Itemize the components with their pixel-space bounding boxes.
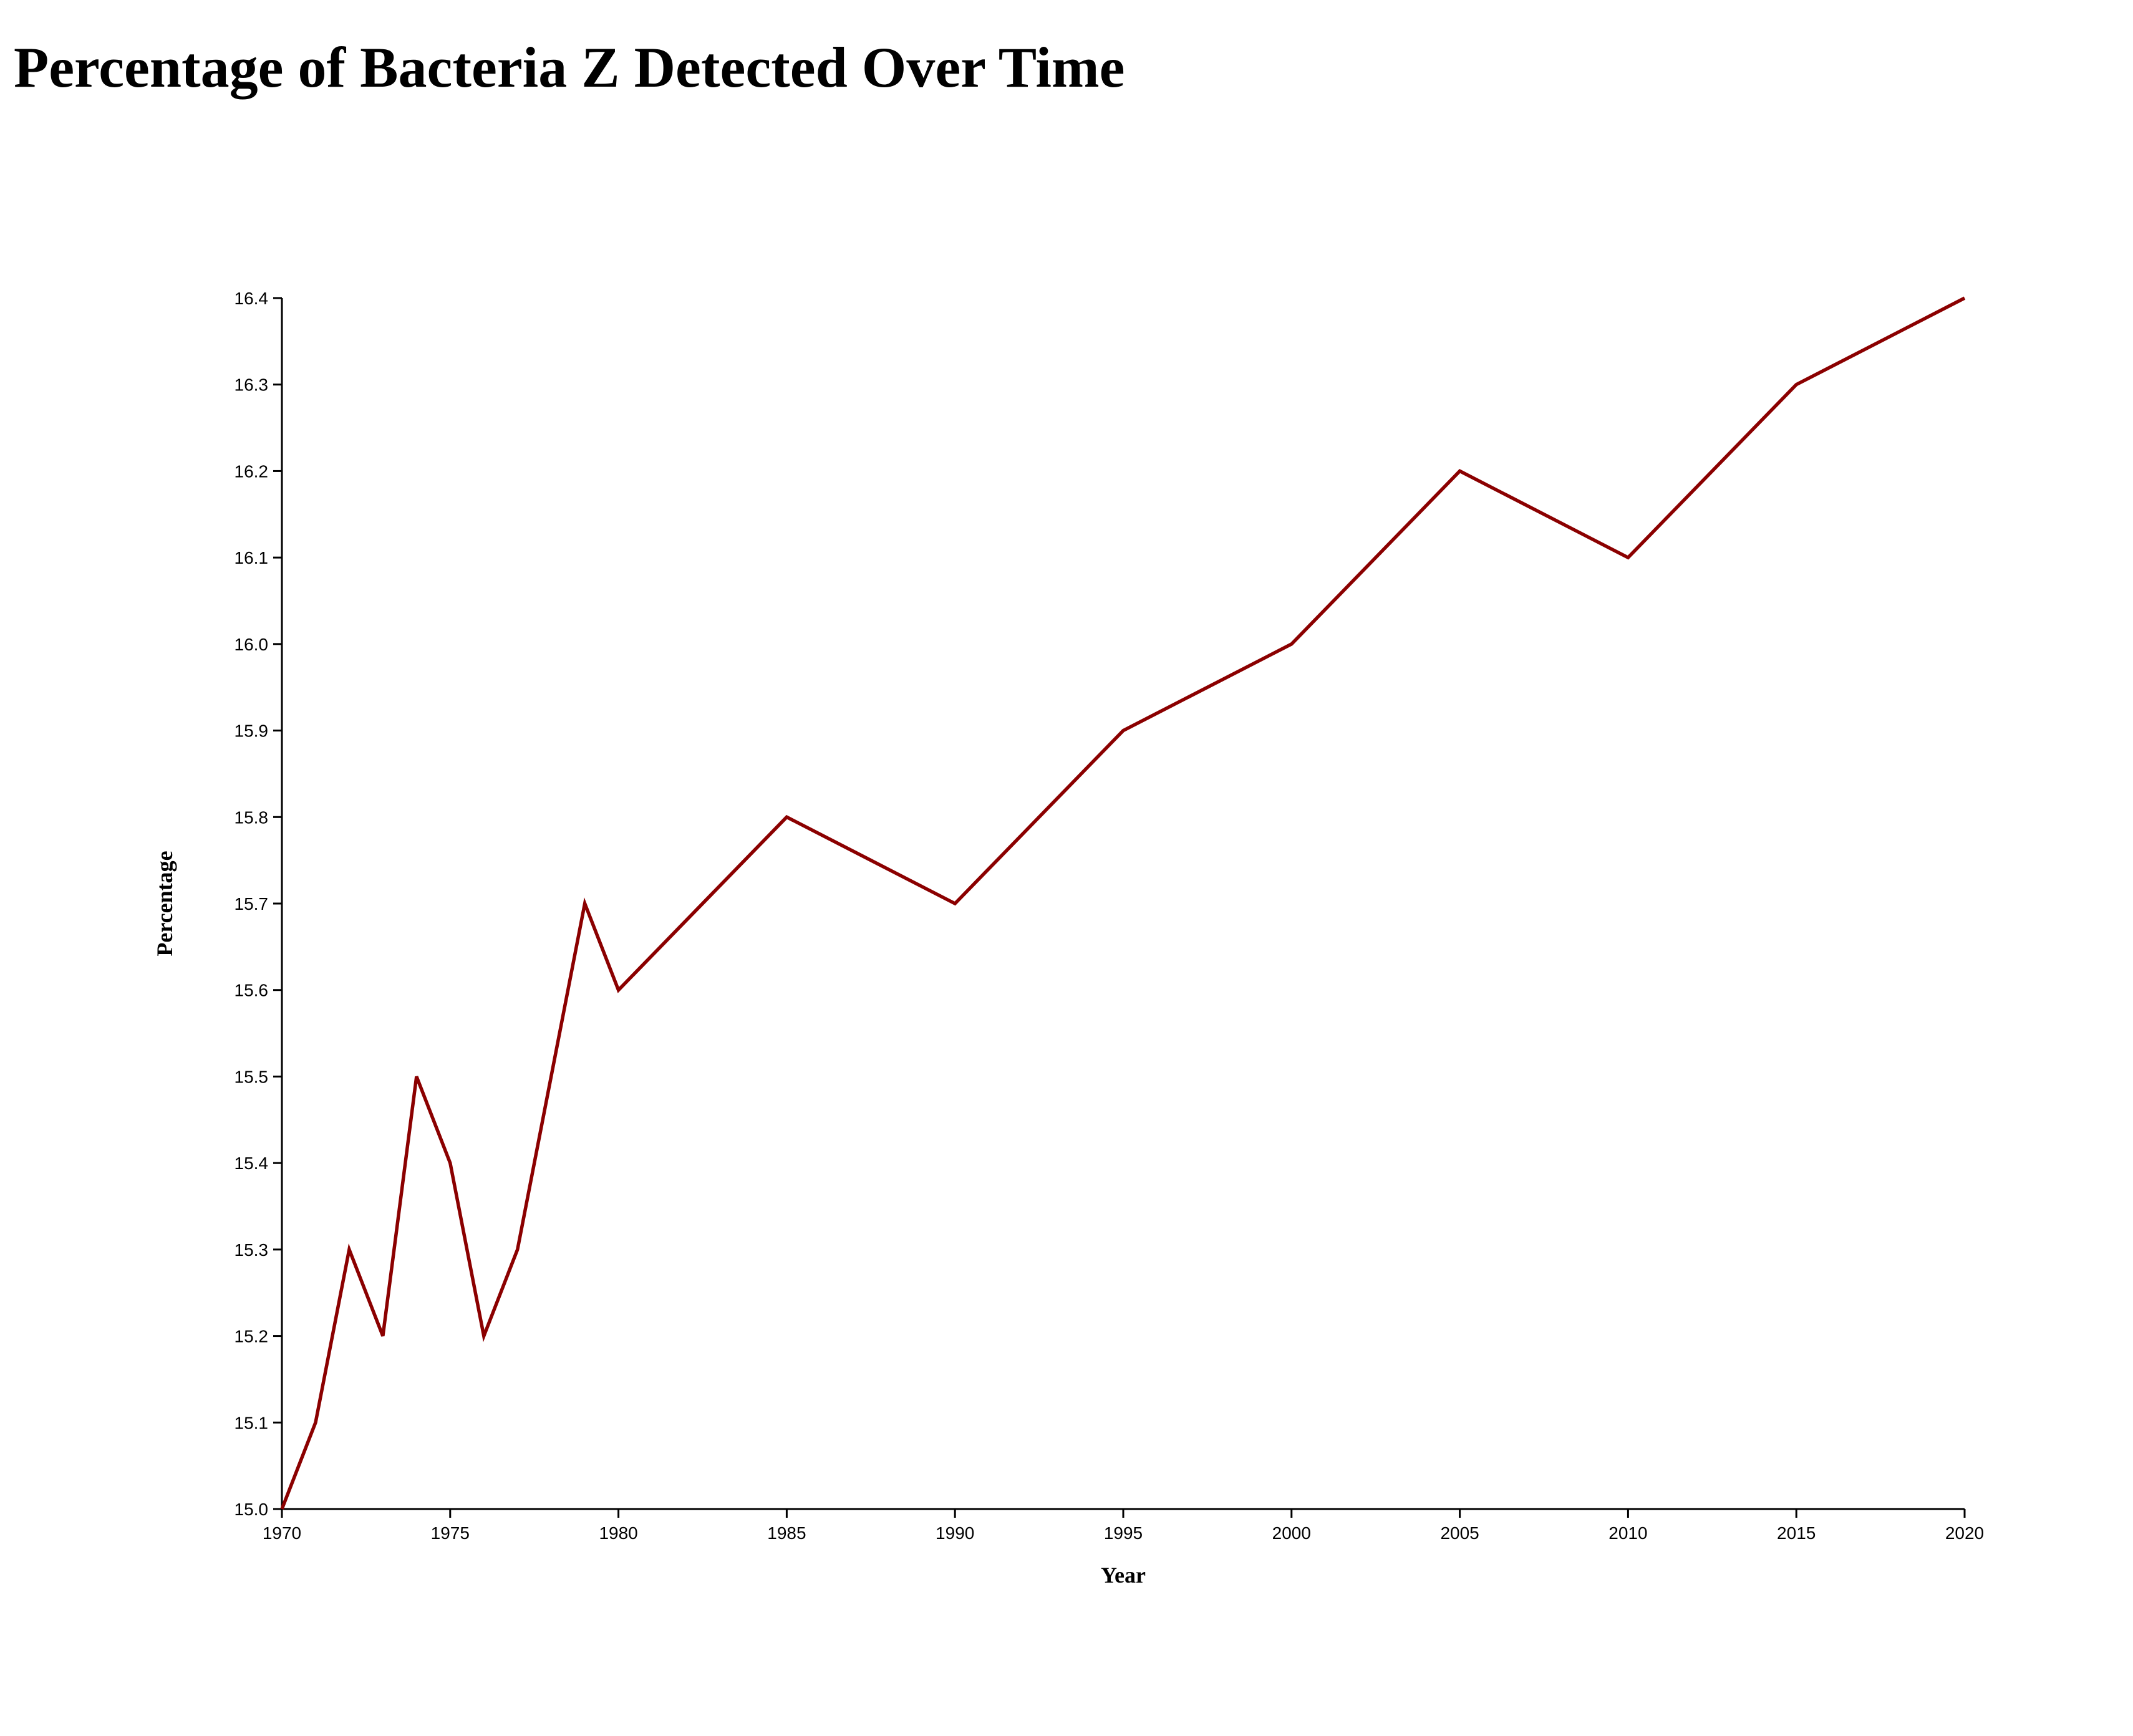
series-layer — [280, 296, 1966, 1510]
y-tick-label: 16.0 — [235, 635, 269, 654]
x-axis-title: Year — [1101, 1563, 1146, 1588]
y-tick-label: 16.4 — [235, 289, 269, 308]
y-axis-title: Percentage — [152, 851, 177, 956]
y-tick-label: 16.1 — [235, 548, 269, 567]
y-tick-label: 15.8 — [235, 808, 269, 827]
x-tick-label: 2010 — [1608, 1523, 1647, 1543]
x-tick-label: 2020 — [1945, 1523, 1984, 1543]
y-tick-label: 16.2 — [235, 461, 269, 481]
y-axis: 15.0 15.1 15.2 15.3 15.4 15.5 15.6 15.7 15.8 15.9… — [235, 289, 283, 1519]
x-tick-label: 1985 — [767, 1523, 806, 1543]
y-tick-label: 15.9 — [235, 721, 269, 741]
y-tick-label: 15.2 — [235, 1327, 269, 1346]
y-tick-label: 15.1 — [235, 1413, 269, 1432]
x-tick-label: 2005 — [1440, 1523, 1479, 1543]
x-tick-label: 1975 — [431, 1523, 470, 1543]
x-tick-label: 2000 — [1272, 1523, 1311, 1543]
page-title: Percentage of Bacteria Z Detected Over T… — [14, 36, 1125, 99]
y-tick-label: 15.5 — [235, 1067, 269, 1086]
series-line-0 — [280, 296, 1966, 1510]
y-tick-label: 15.6 — [235, 981, 269, 1000]
x-axis: 1970 1975 1980 1985 1990 1995 2000 2005 2010 2015… — [263, 1508, 1984, 1543]
x-tick-label: 2015 — [1777, 1523, 1816, 1543]
y-tick-label: 15.3 — [235, 1240, 269, 1260]
x-tick-label: 1990 — [936, 1523, 974, 1543]
y-tick-label: 16.3 — [235, 375, 269, 395]
x-tick-label: 1980 — [599, 1523, 637, 1543]
y-tick-label: 15.0 — [235, 1500, 269, 1519]
x-tick-label: 1970 — [263, 1523, 301, 1543]
y-tick-label: 15.4 — [235, 1154, 269, 1173]
y-tick-label: 15.7 — [235, 894, 269, 914]
x-tick-label: 1995 — [1104, 1523, 1143, 1543]
